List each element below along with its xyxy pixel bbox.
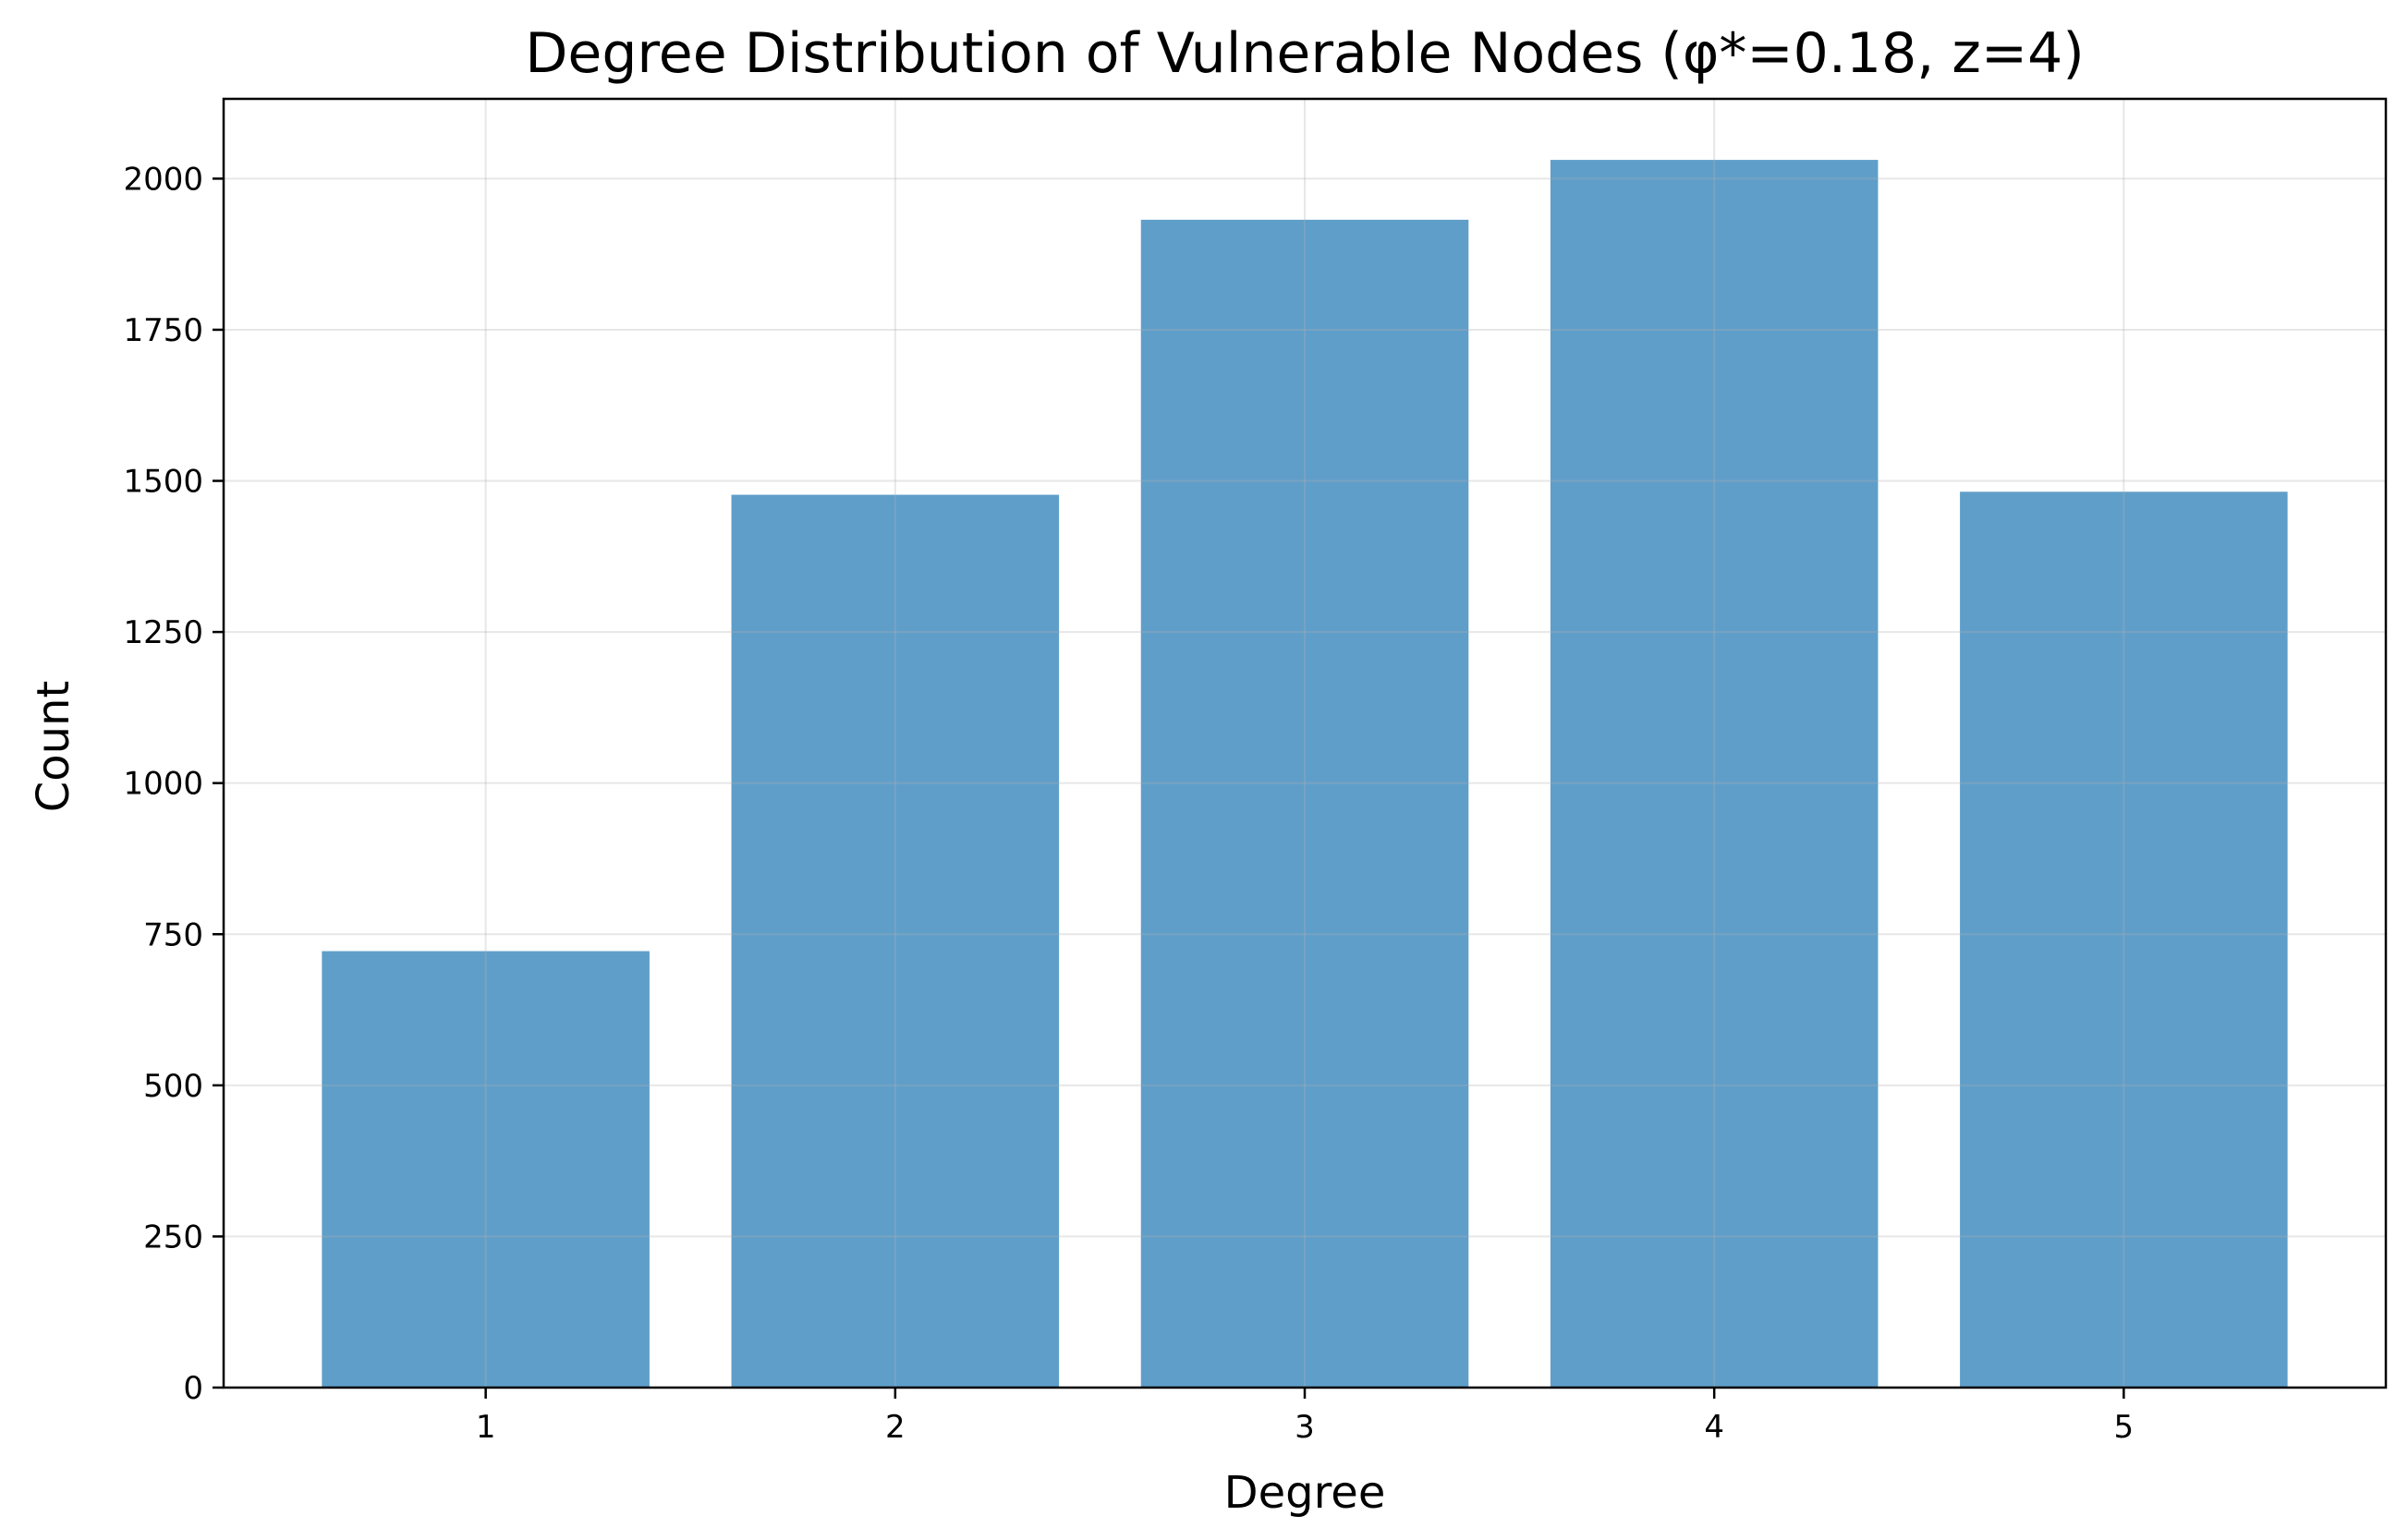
- grid: [224, 99, 2386, 1388]
- y-tick-label-250: 250: [143, 1219, 203, 1255]
- bar-1: [322, 951, 650, 1388]
- x-tick-label-5: 5: [2114, 1409, 2135, 1446]
- x-tick-label-1: 1: [476, 1409, 496, 1446]
- x-tick-label-4: 4: [1704, 1409, 1724, 1446]
- bar-4: [1550, 160, 1879, 1388]
- x-axis-ticks: 1 2 3 4 5: [476, 1388, 2134, 1446]
- y-axis-ticks: 0 250 500 750 1000 1250 1500 1750 2000: [123, 161, 224, 1407]
- y-tick-label-500: 500: [143, 1068, 203, 1105]
- y-tick-label-1500: 1500: [123, 464, 203, 501]
- x-tick-label-3: 3: [1295, 1409, 1315, 1446]
- x-tick-label-2: 2: [885, 1409, 906, 1446]
- axes-frame: [222, 97, 2388, 1389]
- x-axis-label: Degree: [1224, 1467, 1386, 1519]
- bar-2: [731, 494, 1060, 1388]
- y-axis-label: Count: [28, 681, 79, 813]
- bars: [322, 160, 2288, 1388]
- bar-5: [1960, 491, 2288, 1388]
- y-tick-label-1000: 1000: [123, 766, 203, 803]
- y-tick-label-1250: 1250: [123, 614, 203, 651]
- plot-frame: [222, 97, 2388, 1389]
- chart-title: Degree Distribution of Vulnerable Nodes …: [525, 21, 2085, 86]
- y-tick-label-1750: 1750: [123, 312, 203, 349]
- y-tick-label-750: 750: [143, 916, 203, 953]
- bar-3: [1140, 219, 1469, 1388]
- y-tick-label-0: 0: [183, 1370, 203, 1407]
- y-tick-label-2000: 2000: [123, 161, 203, 198]
